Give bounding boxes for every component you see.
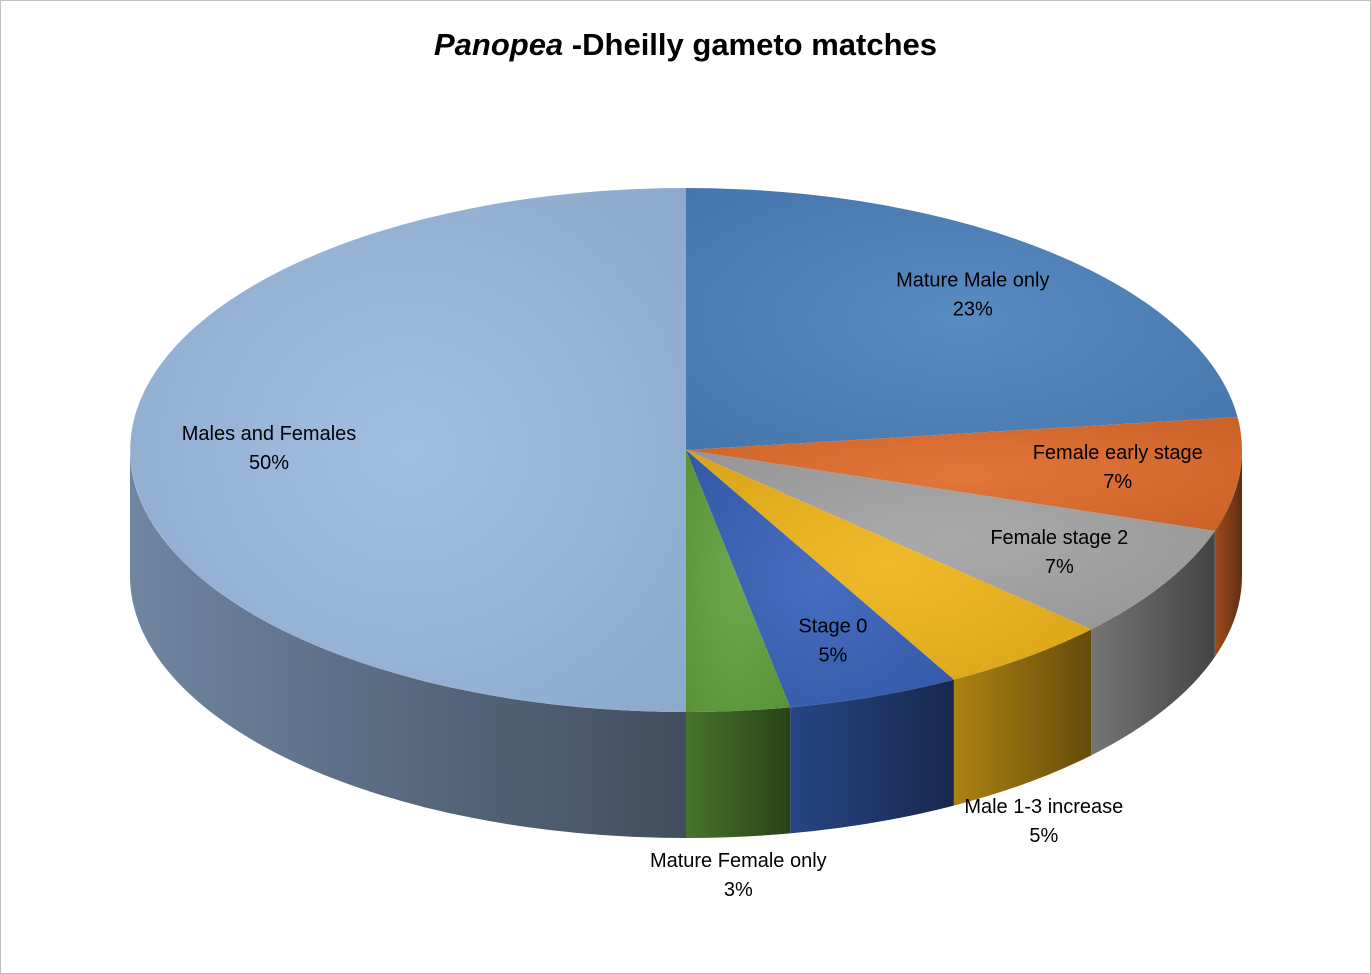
data-label-name: Mature Male only xyxy=(896,270,1049,292)
chart-title-italic: Panopea xyxy=(433,27,564,62)
data-label-name: Mature Female only xyxy=(650,850,827,872)
slice-mature-male-only xyxy=(686,188,1238,450)
data-label-female-stage-2: Female stage 2 7% xyxy=(990,527,1128,578)
slice-side-mature-female-only xyxy=(686,707,791,838)
data-label-name: Female early stage xyxy=(1033,442,1203,464)
data-label-percent: 23% xyxy=(953,299,993,321)
data-label-percent: 5% xyxy=(818,644,847,666)
data-label-mature-female-only: Mature Female only 3% xyxy=(650,850,827,901)
data-label-percent: 5% xyxy=(1029,825,1058,847)
slice-mature-female-only xyxy=(686,450,791,712)
slice-female-stage-2 xyxy=(686,450,1215,630)
data-label-name: Stage 0 xyxy=(798,615,867,637)
pie-top-layer xyxy=(130,188,1242,712)
data-label-males-and-females: Males and Females 50% xyxy=(182,423,357,474)
slice-side-males-and-females xyxy=(130,450,686,838)
pie-side-layer xyxy=(130,450,1242,838)
slice-female-early-stage xyxy=(686,417,1242,531)
slice-side-female-early-stage xyxy=(1214,450,1242,657)
data-label-percent: 3% xyxy=(724,879,753,901)
data-label-percent: 7% xyxy=(1103,471,1132,493)
slice-side-female-stage-2 xyxy=(1091,530,1215,756)
data-label-stage-0: Stage 0 5% xyxy=(798,615,867,666)
slice-side-stage-0 xyxy=(790,679,954,834)
data-label-male-1-3-increase: Male 1-3 increase 5% xyxy=(964,796,1123,847)
chart-title: Panopea -Dheilly gameto matches xyxy=(1,27,1370,63)
data-label-name: Males and Females xyxy=(182,423,357,445)
slice-male-1-3-increase xyxy=(686,450,1092,680)
data-label-percent: 7% xyxy=(1045,556,1074,578)
pie-label-layer: Mature Male only 23%Female early stage 7%F… xyxy=(182,270,1203,901)
data-label-name: Female stage 2 xyxy=(990,527,1128,549)
data-label-name: Male 1-3 increase xyxy=(964,796,1123,818)
slice-stage-0 xyxy=(686,450,954,708)
data-label-percent: 50% xyxy=(249,452,289,474)
data-label-female-early-stage: Female early stage 7% xyxy=(1033,442,1203,493)
chart-title-rest: -Dheilly gameto matches xyxy=(563,27,938,62)
slice-males-and-females xyxy=(130,188,687,712)
slice-side-male-1-3-increase xyxy=(953,629,1092,806)
data-label-mature-male-only: Mature Male only 23% xyxy=(896,270,1049,321)
